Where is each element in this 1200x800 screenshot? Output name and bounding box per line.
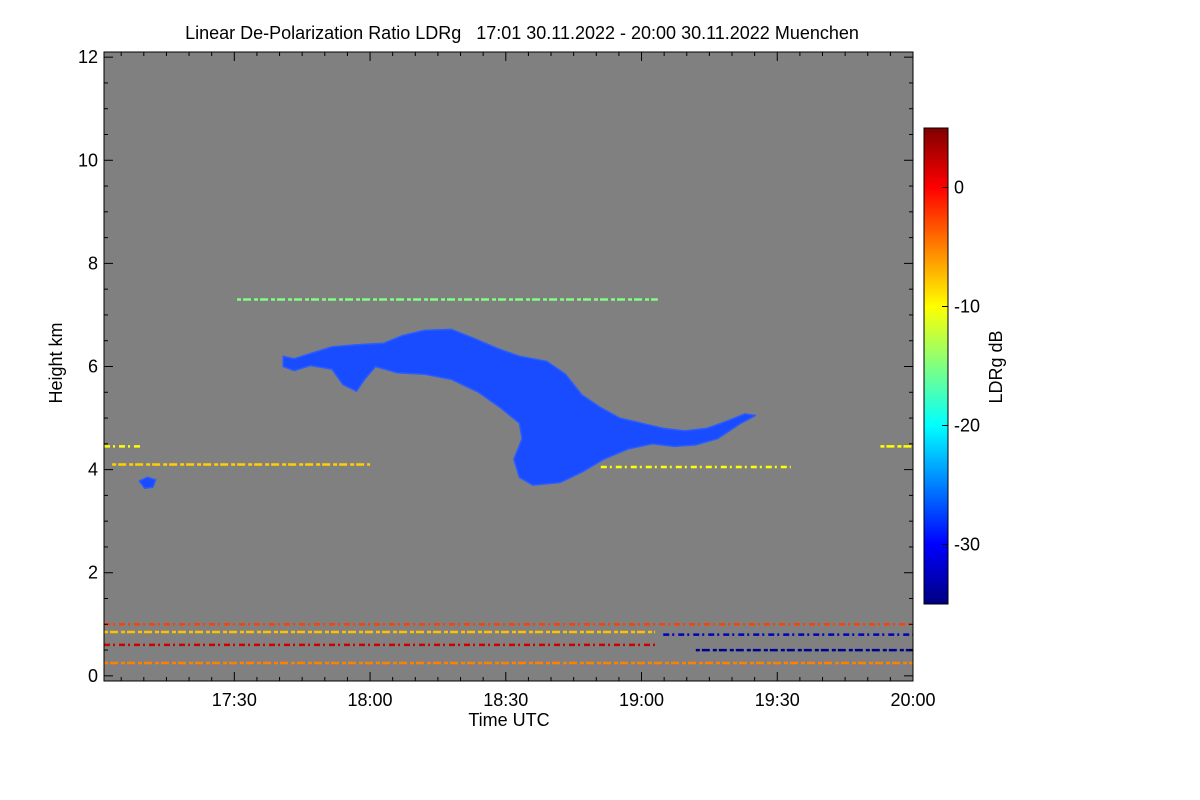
- x-tick-label-1930: 19:30: [755, 690, 800, 710]
- data-layer: [104, 298, 913, 665]
- colorbar-tick-label-0: 0: [954, 178, 964, 198]
- y-tick-label-2: 2: [88, 563, 98, 583]
- y-tick-label-8: 8: [88, 253, 98, 273]
- y-tick-label-0: 0: [88, 666, 98, 686]
- x-tick-label-1800: 18:00: [348, 690, 393, 710]
- colorbar-scale: [923, 127, 949, 605]
- chart-title: Linear De-Polarization Ratio LDRg 17:01 …: [185, 23, 859, 43]
- x-tick-label-1900: 19:00: [619, 690, 664, 710]
- x-tick-label-1830: 18:30: [483, 690, 528, 710]
- small-patch: [138, 476, 157, 489]
- colorbar-tick-label--30: -30: [954, 535, 980, 555]
- y-tick-label-10: 10: [78, 150, 98, 170]
- plot-area: 0 2 4 6 8 10 12 17:30 18:00 18:30 19:00 19:30 20:00: [78, 47, 936, 710]
- colorbar-label: LDRg dB: [986, 330, 1006, 403]
- y-tick-label-12: 12: [78, 47, 98, 67]
- x-tick-label-1730: 17:30: [212, 690, 257, 710]
- x-axis-label: Time UTC: [468, 710, 549, 730]
- colorbar-tick-label--10: -10: [954, 297, 980, 317]
- x-tick-label-2000: 20:00: [890, 690, 935, 710]
- y-tick-label-6: 6: [88, 357, 98, 377]
- colorbar: 0 -10 -20 -30: [923, 127, 980, 605]
- y-axis-label: Height km: [46, 322, 66, 403]
- colorbar-tick-label--20: -20: [954, 416, 980, 436]
- y-tick-label-4: 4: [88, 460, 98, 480]
- main-cloud: [282, 328, 757, 486]
